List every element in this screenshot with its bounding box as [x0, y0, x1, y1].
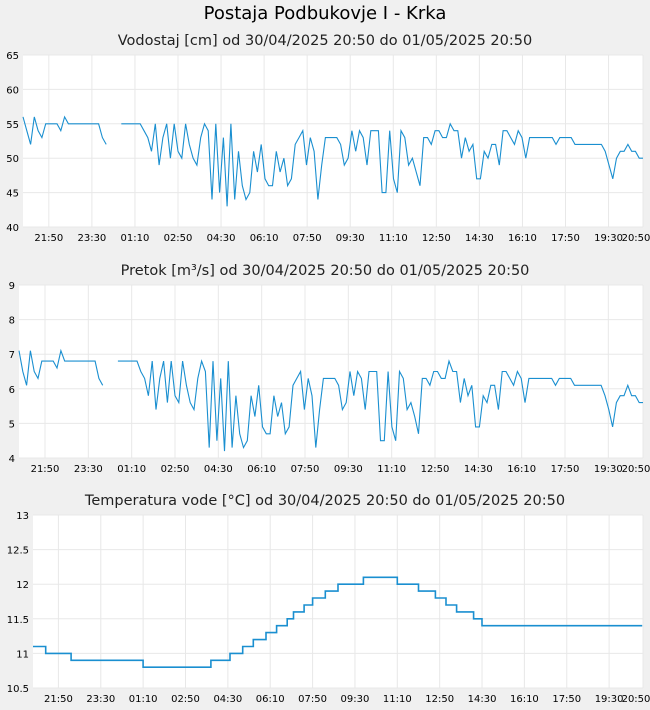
y-tick-label: 5 [9, 419, 15, 430]
x-tick-label: 01:10 [117, 464, 146, 475]
y-tick-label: 6 [9, 385, 15, 396]
x-tick-label: 23:30 [77, 233, 106, 244]
y-tick-label: 12 [16, 580, 29, 591]
chart-1: Vodostaj [cm] od 30/04/2025 20:50 do 01/… [6, 33, 650, 244]
y-tick-label: 65 [6, 51, 19, 62]
x-tick-label: 19:30 [595, 694, 624, 705]
x-tick-label: 04:30 [204, 464, 233, 475]
x-tick-label: 09:30 [336, 233, 365, 244]
x-tick-label: 02:50 [171, 694, 200, 705]
series-line [121, 122, 643, 207]
y-tick-label: 55 [6, 120, 19, 131]
x-tick-label: 21:50 [31, 464, 60, 475]
y-tick-label: 11 [16, 649, 29, 660]
y-tick-label: 7 [9, 350, 15, 361]
x-tick-label: 09:30 [334, 464, 363, 475]
x-tick-label: 01:10 [121, 233, 150, 244]
y-tick-label: 8 [9, 316, 15, 327]
x-tick-label: 23:30 [86, 694, 115, 705]
x-tick-label: 07:50 [293, 233, 322, 244]
y-tick-label: 11.5 [7, 615, 29, 626]
plot-area [23, 55, 643, 227]
x-tick-label: 07:50 [291, 464, 320, 475]
chart-2: Pretok [m³/s] od 30/04/2025 20:50 do 01/… [9, 263, 650, 475]
chart-3: Temperatura vode [°C] od 30/04/2025 20:5… [7, 493, 650, 705]
x-tick-label: 20:50 [622, 694, 650, 705]
y-tick-label: 9 [9, 281, 15, 292]
x-tick-label: 12:50 [422, 233, 451, 244]
page-title: Postaja Podbukovje I - Krka [203, 3, 447, 24]
x-tick-label: 16:10 [507, 464, 536, 475]
x-tick-label: 14:30 [468, 694, 497, 705]
x-tick-label: 17:50 [551, 464, 580, 475]
x-tick-label: 14:30 [465, 233, 494, 244]
x-tick-label: 20:50 [622, 233, 650, 244]
y-tick-label: 40 [6, 223, 19, 234]
plot-area [33, 515, 643, 688]
x-tick-label: 01:10 [129, 694, 158, 705]
x-tick-label: 06:10 [247, 464, 276, 475]
x-tick-label: 02:50 [164, 233, 193, 244]
x-tick-label: 21:50 [44, 694, 73, 705]
x-tick-label: 11:10 [379, 233, 408, 244]
x-tick-label: 07:50 [298, 694, 327, 705]
plot-area [19, 285, 643, 458]
y-tick-label: 45 [6, 189, 19, 200]
x-tick-label: 16:10 [508, 233, 537, 244]
y-tick-label: 13 [16, 511, 29, 522]
chart-title: Vodostaj [cm] od 30/04/2025 20:50 do 01/… [118, 33, 532, 49]
x-tick-label: 14:30 [464, 464, 493, 475]
x-tick-label: 11:10 [383, 694, 412, 705]
x-tick-label: 02:50 [161, 464, 190, 475]
x-tick-label: 11:10 [377, 464, 406, 475]
x-tick-label: 09:30 [341, 694, 370, 705]
series-line [117, 359, 643, 452]
x-tick-label: 17:50 [551, 233, 580, 244]
chart-title: Pretok [m³/s] od 30/04/2025 20:50 do 01/… [121, 263, 530, 279]
x-tick-label: 12:50 [421, 464, 450, 475]
chart-title: Temperatura vode [°C] od 30/04/2025 20:5… [84, 493, 565, 509]
y-tick-label: 4 [9, 454, 15, 465]
x-tick-label: 19:30 [594, 233, 623, 244]
x-tick-label: 06:10 [256, 694, 285, 705]
x-tick-label: 04:30 [213, 694, 242, 705]
y-tick-label: 50 [6, 154, 19, 165]
x-tick-label: 20:50 [622, 464, 650, 475]
x-tick-label: 06:10 [250, 233, 279, 244]
x-tick-label: 16:10 [510, 694, 539, 705]
y-tick-label: 60 [6, 85, 19, 96]
series-line [18, 348, 104, 386]
series-line [22, 115, 107, 145]
y-tick-label: 12.5 [7, 546, 29, 557]
x-tick-label: 23:30 [74, 464, 103, 475]
x-tick-label: 17:50 [552, 694, 581, 705]
x-tick-label: 12:50 [425, 694, 454, 705]
x-tick-label: 21:50 [34, 233, 63, 244]
x-tick-label: 04:30 [207, 233, 236, 244]
x-tick-label: 19:30 [594, 464, 623, 475]
series-line [33, 576, 643, 669]
y-tick-label: 10.5 [7, 684, 29, 695]
